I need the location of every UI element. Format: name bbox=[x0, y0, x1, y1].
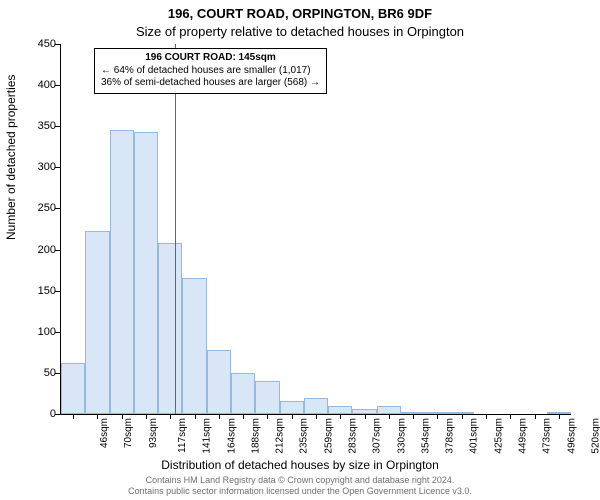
x-tick-label: 330sqm bbox=[396, 418, 407, 454]
x-tick bbox=[413, 414, 414, 419]
x-tick-label: 212sqm bbox=[275, 418, 286, 454]
y-tick-label: 150 bbox=[38, 285, 56, 297]
x-tick bbox=[243, 414, 244, 419]
x-tick-label: 378sqm bbox=[445, 418, 456, 454]
y-tick bbox=[55, 126, 60, 127]
x-tick-label: 46sqm bbox=[99, 418, 110, 448]
x-tick-label: 520sqm bbox=[590, 418, 600, 454]
x-tick-label: 235sqm bbox=[299, 418, 310, 454]
histogram-bar bbox=[182, 278, 206, 414]
y-tick-label: 400 bbox=[38, 79, 56, 91]
x-tick bbox=[267, 414, 268, 419]
x-tick bbox=[486, 414, 487, 419]
x-tick bbox=[73, 414, 74, 419]
attribution-text: Contains HM Land Registry data © Crown c… bbox=[0, 475, 600, 497]
histogram-bar bbox=[255, 381, 279, 414]
x-tick bbox=[292, 414, 293, 419]
x-tick-label: 449sqm bbox=[518, 418, 529, 454]
x-tick bbox=[437, 414, 438, 419]
x-tick-label: 93sqm bbox=[148, 418, 159, 448]
histogram-bar bbox=[328, 406, 352, 414]
histogram-bar bbox=[280, 401, 304, 414]
x-tick bbox=[195, 414, 196, 419]
x-tick-label: 307sqm bbox=[372, 418, 383, 454]
histogram-bar bbox=[304, 398, 328, 414]
x-axis-label: Distribution of detached houses by size … bbox=[0, 458, 600, 472]
y-tick bbox=[55, 167, 60, 168]
plot-area: 46sqm70sqm93sqm117sqm141sqm164sqm188sqm2… bbox=[60, 44, 571, 415]
x-tick-label: 117sqm bbox=[177, 418, 188, 453]
x-tick bbox=[170, 414, 171, 419]
y-tick bbox=[55, 44, 60, 45]
histogram-bar bbox=[134, 132, 158, 414]
x-tick-label: 283sqm bbox=[348, 418, 359, 454]
x-tick bbox=[389, 414, 390, 419]
x-tick bbox=[316, 414, 317, 419]
attribution-line-1: Contains HM Land Registry data © Crown c… bbox=[0, 475, 600, 486]
y-tick bbox=[55, 85, 60, 86]
x-tick bbox=[559, 414, 560, 419]
y-tick bbox=[55, 414, 60, 415]
histogram-bar bbox=[61, 363, 85, 414]
x-tick bbox=[365, 414, 366, 419]
histogram-bar bbox=[207, 350, 231, 414]
x-tick-label: 259sqm bbox=[323, 418, 334, 454]
x-tick bbox=[122, 414, 123, 419]
annotation-line-2: ← 64% of detached houses are smaller (1,… bbox=[101, 65, 320, 78]
x-tick bbox=[510, 414, 511, 419]
x-tick bbox=[219, 414, 220, 419]
x-tick-label: 473sqm bbox=[542, 418, 553, 454]
x-tick-label: 496sqm bbox=[566, 418, 577, 454]
x-tick-label: 401sqm bbox=[469, 418, 480, 454]
x-tick bbox=[535, 414, 536, 419]
chart-title-1: 196, COURT ROAD, ORPINGTON, BR6 9DF bbox=[0, 6, 600, 21]
y-tick bbox=[55, 373, 60, 374]
annotation-title: 196 COURT ROAD: 145sqm bbox=[101, 52, 320, 65]
y-tick-label: 350 bbox=[38, 120, 56, 132]
chart-container: 196, COURT ROAD, ORPINGTON, BR6 9DF Size… bbox=[0, 0, 600, 500]
chart-title-2: Size of property relative to detached ho… bbox=[0, 24, 600, 39]
x-tick bbox=[97, 414, 98, 419]
y-tick bbox=[55, 208, 60, 209]
histogram-bar bbox=[85, 231, 109, 414]
x-tick-label: 70sqm bbox=[123, 418, 134, 448]
x-tick-label: 141sqm bbox=[202, 418, 213, 454]
y-tick-label: 300 bbox=[38, 161, 56, 173]
y-tick-label: 450 bbox=[38, 38, 56, 50]
y-tick-label: 250 bbox=[38, 202, 56, 214]
y-tick bbox=[55, 250, 60, 251]
annotation-box: 196 COURT ROAD: 145sqm← 64% of detached … bbox=[94, 48, 327, 94]
y-tick-label: 200 bbox=[38, 244, 56, 256]
x-tick bbox=[462, 414, 463, 419]
x-tick-label: 188sqm bbox=[250, 418, 261, 454]
y-tick bbox=[55, 332, 60, 333]
histogram-bar bbox=[110, 130, 134, 414]
x-tick bbox=[340, 414, 341, 419]
annotation-line-3: 36% of semi-detached houses are larger (… bbox=[101, 77, 320, 90]
histogram-bar bbox=[377, 406, 401, 414]
attribution-line-2: Contains public sector information licen… bbox=[0, 486, 600, 497]
y-axis-label: Number of detached properties bbox=[4, 75, 18, 240]
x-tick bbox=[146, 414, 147, 419]
marker-line bbox=[175, 44, 176, 414]
x-tick-label: 164sqm bbox=[226, 418, 237, 454]
histogram-bar bbox=[158, 243, 182, 414]
x-tick-label: 425sqm bbox=[493, 418, 504, 454]
y-tick-label: 100 bbox=[38, 326, 56, 338]
x-tick-label: 354sqm bbox=[420, 418, 431, 454]
histogram-bar bbox=[231, 373, 255, 414]
y-tick bbox=[55, 291, 60, 292]
